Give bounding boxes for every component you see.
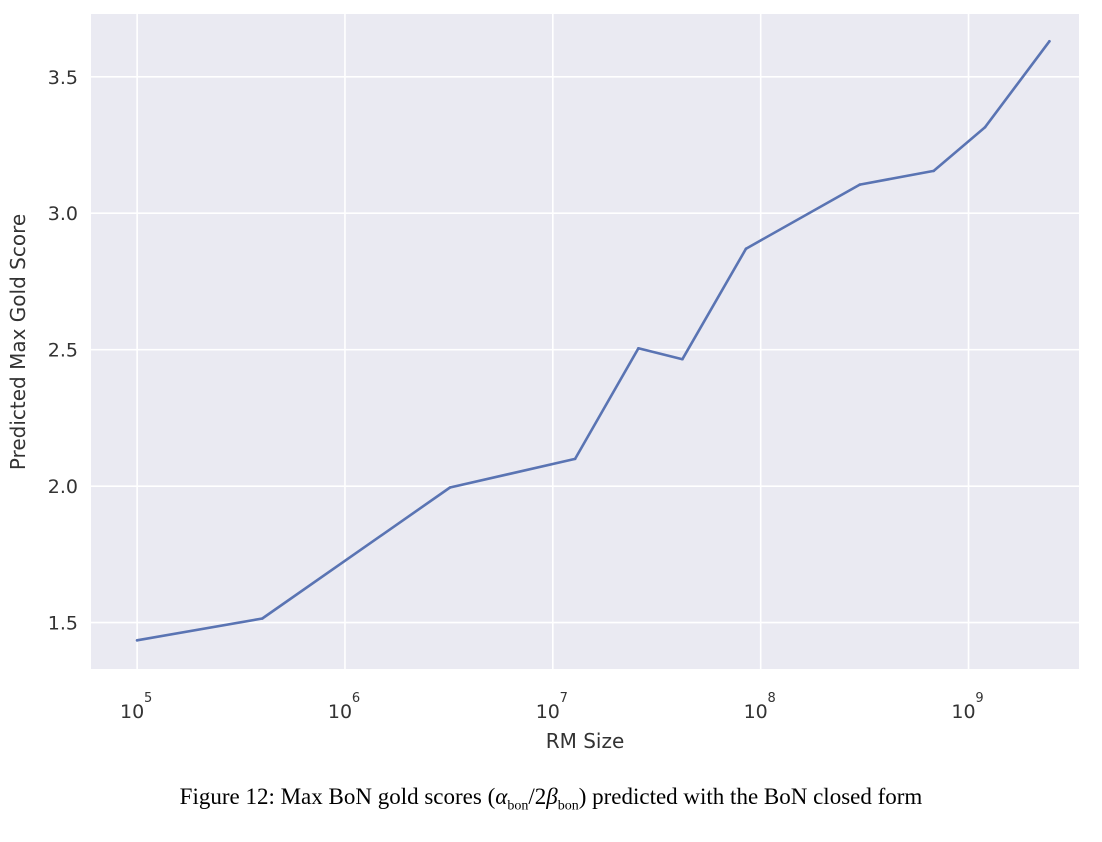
x-tick-label-exponent: 8 (768, 691, 776, 706)
caption-suffix: ) predicted with the BoN closed form (578, 784, 923, 809)
y-tick-label: 2.0 (48, 476, 78, 498)
figure-caption: Figure 12: Max BoN gold scores (αbon/2βb… (0, 784, 1102, 815)
grid-lines (91, 14, 1079, 669)
plot-area (91, 14, 1079, 669)
x-tick-label-exponent: 5 (144, 691, 152, 706)
data-point (260, 617, 264, 620)
x-tick-label-base: 10 (744, 701, 768, 723)
data-point (1048, 39, 1051, 43)
x-tick-label-base: 10 (951, 701, 975, 723)
y-tick-label: 1.5 (48, 613, 78, 635)
data-point (448, 486, 452, 489)
data-point (744, 247, 748, 251)
caption-beta: β (546, 784, 558, 809)
x-tick-label-base: 10 (328, 701, 352, 723)
y-tick-label: 3.5 (48, 67, 78, 89)
y-tick-label: 3.0 (48, 203, 78, 225)
x-tick-label-exponent: 7 (560, 691, 568, 706)
y-axis-label: Predicted Max Gold Score (6, 214, 30, 470)
x-tick-label-base: 10 (120, 701, 144, 723)
data-point (932, 169, 936, 173)
caption-slash-two: /2 (528, 784, 547, 809)
data-point (573, 457, 577, 461)
data-point (681, 357, 684, 361)
series-points (135, 39, 1051, 642)
x-tick-label-base: 10 (536, 701, 560, 723)
caption-prefix: Figure 12: Max BoN gold scores ( (179, 784, 496, 809)
data-point (858, 183, 862, 186)
x-tick-label-exponent: 6 (352, 691, 360, 706)
data-point (135, 639, 139, 642)
y-tick-labels: 1.5 2.0 2.5 3.0 3.5 (48, 67, 78, 635)
caption-beta-sub: bon (557, 798, 579, 814)
caption-alpha: α (495, 784, 508, 809)
data-point (637, 347, 640, 350)
y-tick-label: 2.5 (48, 340, 78, 362)
caption-alpha-sub: bon (507, 798, 529, 814)
data-point (983, 125, 987, 129)
x-axis-label: RM Size (546, 729, 625, 753)
x-tick-label-exponent: 9 (975, 691, 983, 706)
